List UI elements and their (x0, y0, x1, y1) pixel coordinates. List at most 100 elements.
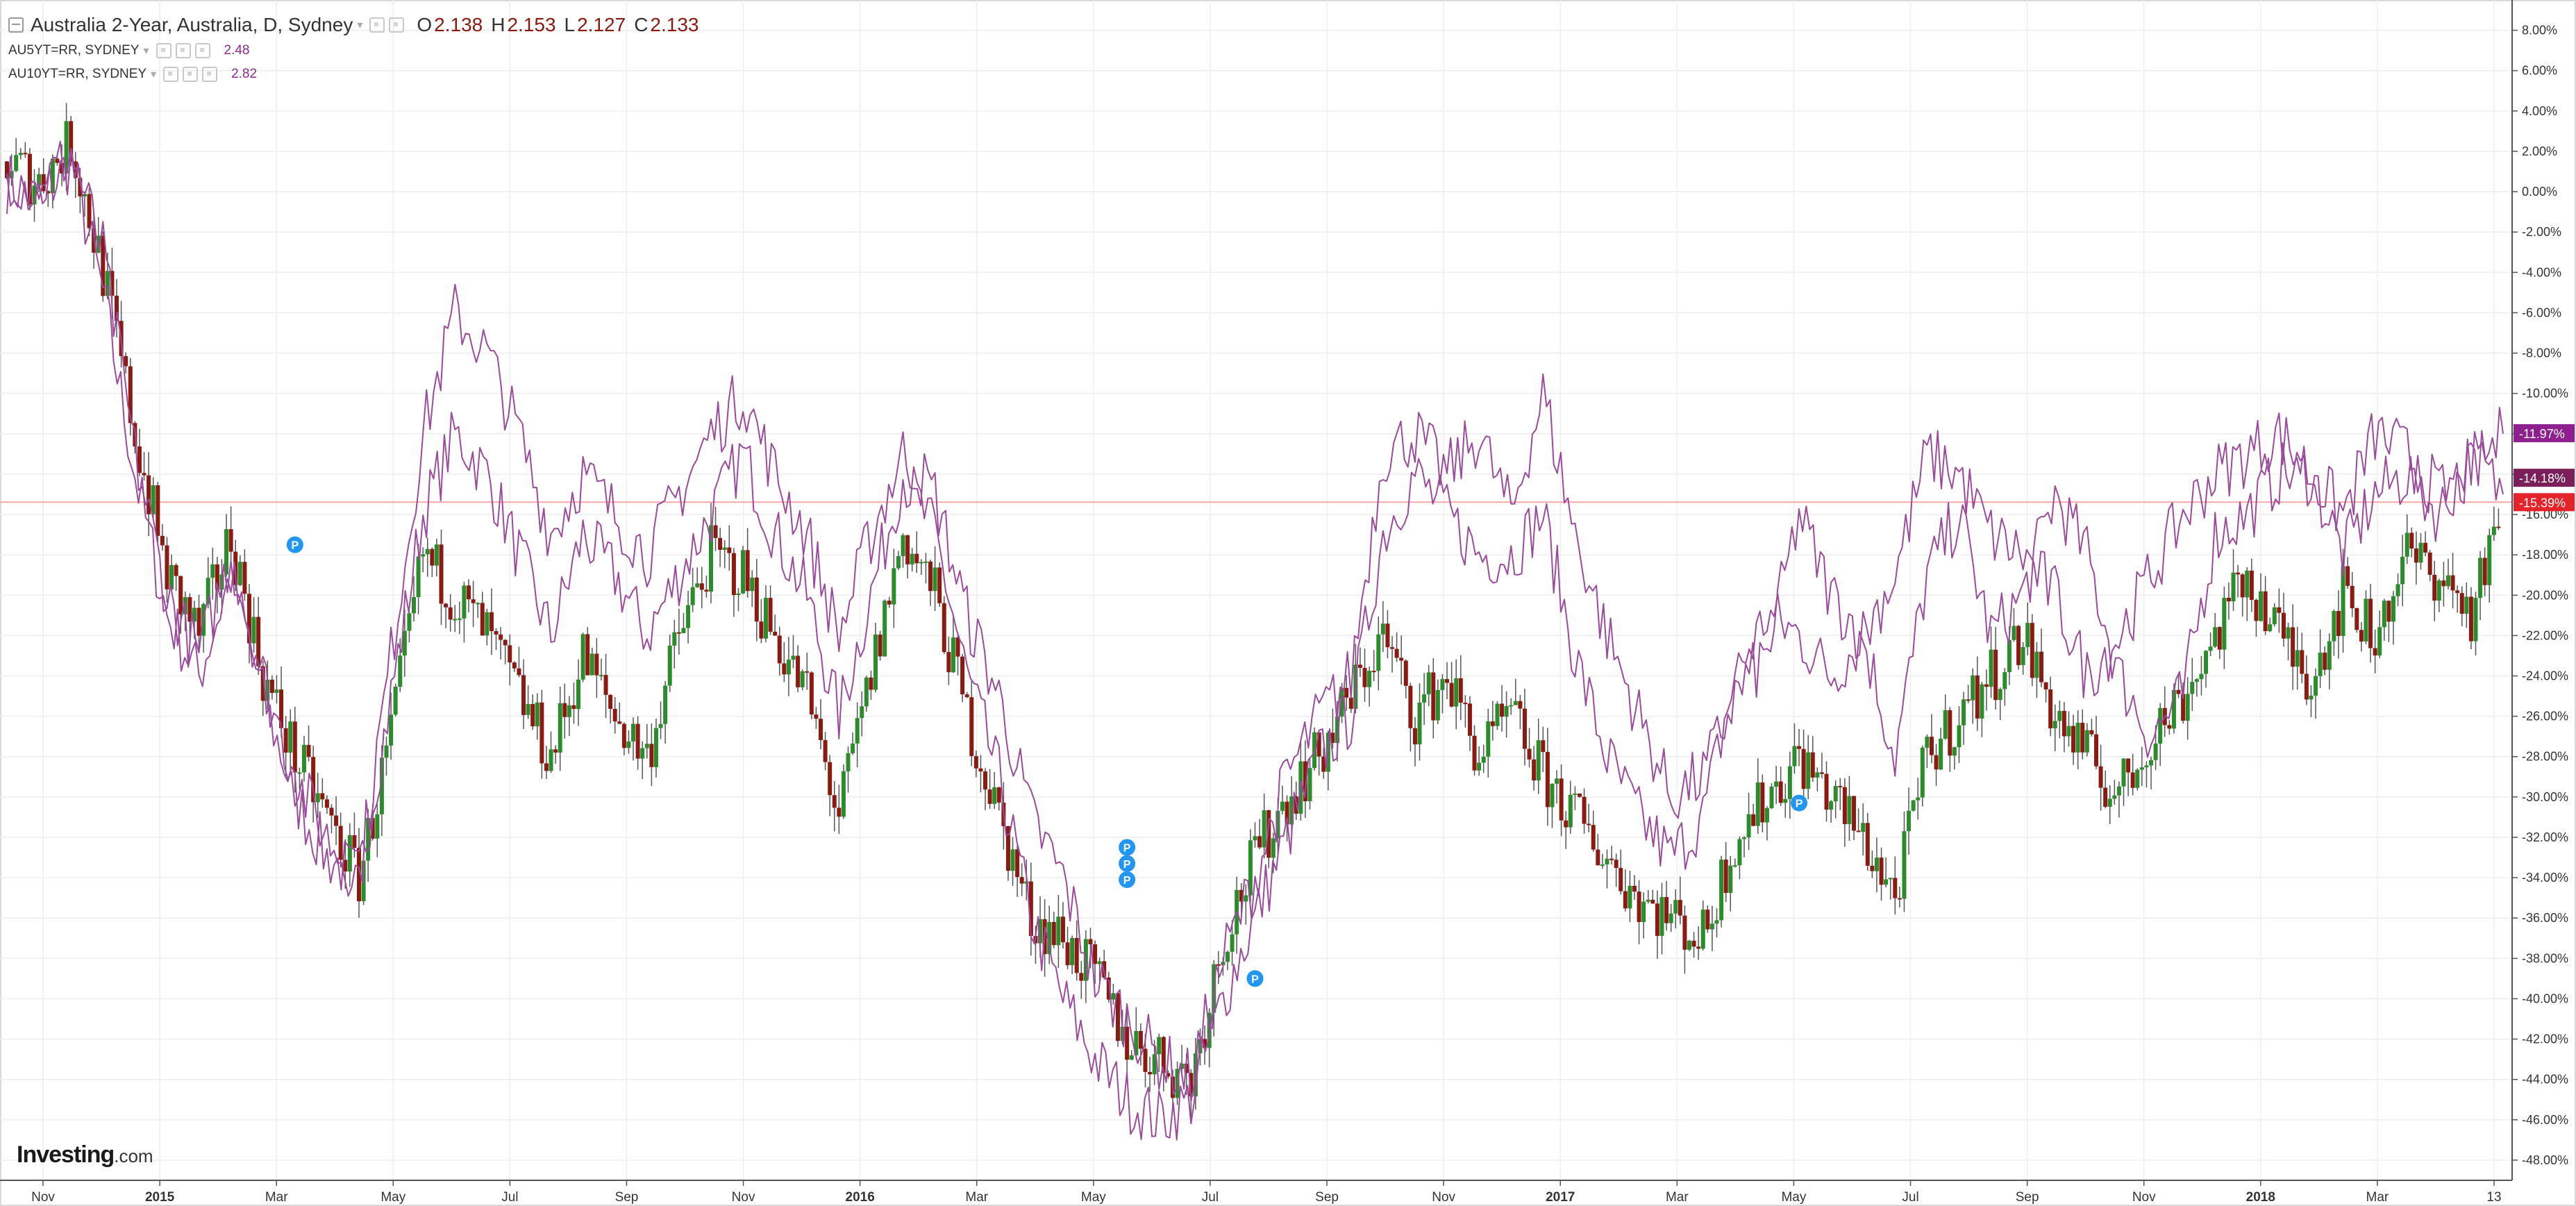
candle (860, 692, 864, 737)
candle (2012, 608, 2016, 642)
visibility-icon[interactable] (156, 43, 172, 58)
candle (210, 547, 215, 600)
event-marker-icon[interactable]: P (1119, 855, 1136, 872)
candle (530, 694, 535, 730)
candle (741, 546, 746, 594)
candle (1467, 696, 1472, 751)
candle (1280, 785, 1285, 815)
candle (2043, 682, 2048, 703)
candle (1568, 780, 1573, 834)
candle (2030, 614, 2034, 687)
candle (402, 609, 407, 677)
settings-icon[interactable] (183, 67, 199, 82)
candle (1673, 889, 1678, 929)
x-axis[interactable]: Nov 2015 Mar May Jul Sep Nov 2016 Mar May Jul Sep No… (0, 1180, 2512, 1205)
y-tick-label: -10.00% (2522, 387, 2568, 401)
candle (306, 726, 311, 762)
candle (603, 653, 608, 719)
visibility-icon[interactable] (163, 67, 179, 82)
candle (1426, 664, 1431, 707)
chevron-down-icon[interactable]: ▾ (143, 45, 149, 57)
candle (580, 633, 585, 682)
candle (2450, 553, 2455, 609)
event-marker-icon[interactable]: P (286, 536, 303, 553)
last-value-tag-secondary: -14.18% (2514, 469, 2575, 487)
collapse-legend-button[interactable] (8, 17, 24, 33)
candle (2359, 621, 2364, 652)
candle (690, 567, 695, 612)
candle (1445, 662, 1450, 700)
candle (2135, 768, 2140, 791)
y-tick-label: -34.00% (2522, 871, 2568, 885)
event-marker-icon[interactable]: P (1119, 839, 1136, 856)
y-tick-label: -30.00% (2522, 790, 2568, 804)
candle (2487, 528, 2492, 603)
candle (329, 804, 334, 834)
candle (37, 167, 42, 192)
series-line-au10yt[interactable] (6, 140, 2504, 1103)
visibility-icon[interactable] (369, 17, 385, 33)
chevron-down-icon[interactable]: ▾ (151, 69, 157, 81)
candle (375, 803, 380, 857)
candle (1696, 926, 1701, 960)
marker-label: P (1123, 859, 1131, 871)
candle (1555, 770, 1559, 804)
candle (832, 781, 837, 832)
candle (1111, 983, 1116, 1005)
chevron-down-icon[interactable]: ▾ (357, 19, 363, 31)
candle (1321, 747, 1326, 779)
candle (1380, 601, 1385, 653)
series-line-au5yt[interactable] (6, 149, 2504, 1141)
candle (686, 590, 691, 644)
event-marker-icon[interactable]: P (1791, 794, 1808, 812)
close-icon[interactable] (202, 67, 218, 82)
y-tick-label: 4.00% (2522, 104, 2557, 118)
candle (2423, 531, 2428, 557)
close-icon[interactable] (194, 43, 210, 58)
y-tick-label: -42.00% (2522, 1032, 2568, 1046)
x-tick-label: May (380, 1190, 405, 1205)
study-name[interactable]: AU10YT=RR, SYDNEY (8, 67, 147, 81)
candle (873, 622, 878, 693)
y-tick-label: -2.00% (2522, 225, 2561, 239)
candle (1385, 610, 1390, 659)
candle (1148, 1057, 1153, 1092)
settings-icon[interactable] (175, 43, 191, 58)
candle (1230, 920, 1235, 966)
x-tick-label: Nov (732, 1190, 755, 1205)
legend: Australia 2-Year, Australia, D, Sydney ▾… (8, 11, 699, 86)
candle (156, 482, 160, 542)
settings-icon[interactable] (389, 17, 405, 33)
candle (2441, 562, 2446, 607)
study-name[interactable]: AU5YT=RR, SYDNEY (8, 43, 140, 58)
main-series-title[interactable]: Australia 2-Year, Australia, D, Sydney (31, 14, 353, 35)
study-value: 2.48 (224, 43, 250, 58)
x-tick-label: Nov (31, 1190, 55, 1205)
candle (1646, 889, 1650, 904)
candle (1541, 726, 1546, 773)
candle (910, 548, 914, 572)
candle (1600, 853, 1605, 869)
investing-logo[interactable]: Investing.com (17, 1141, 153, 1169)
candle (544, 746, 549, 779)
candle (896, 551, 901, 571)
candle (1810, 736, 1815, 782)
y-axis[interactable]: 8.00% 6.00% 4.00% 2.00% 0.00% -2.00% -4.00% -6.… (2511, 0, 2568, 1180)
tag-label: -15.39% (2519, 496, 2566, 510)
candle (1628, 871, 1632, 923)
event-marker-icon[interactable]: P (1119, 871, 1136, 889)
candle (1993, 627, 1998, 710)
candle (1522, 688, 1527, 766)
high-value: H 2.153 (491, 14, 556, 35)
candle (1248, 829, 1253, 903)
candle (1056, 894, 1061, 969)
candle (773, 614, 778, 636)
candle (1998, 687, 2002, 721)
candle (2052, 704, 2057, 751)
candle (1678, 876, 1682, 925)
event-marker-icon[interactable]: P (1246, 970, 1264, 987)
candle (1865, 812, 1870, 871)
candle (928, 559, 933, 606)
candle (224, 514, 229, 577)
